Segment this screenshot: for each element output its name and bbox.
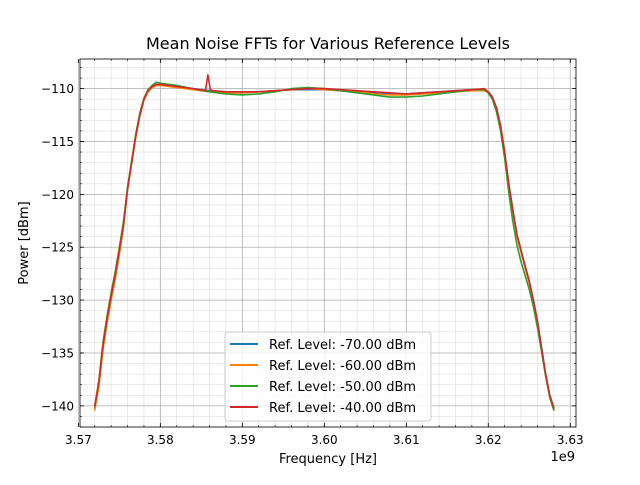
legend: Ref. Level: -70.00 dBm Ref. Level: -60.0… (224, 331, 432, 422)
y-axis-label: Power [dBm] (17, 201, 32, 284)
x-tick-label: 3.61 (393, 433, 420, 447)
axis-ticks (77, 59, 576, 428)
x-tick-label: 3.59 (229, 433, 256, 447)
legend-label-ref-70: Ref. Level: -70.00 dBm (269, 338, 416, 353)
x-axis-label: Frequency [Hz] (279, 452, 377, 467)
y-tick-label: −125 (41, 241, 74, 255)
y-tick-label: −135 (41, 346, 74, 360)
chart-title: Mean Noise FFTs for Various Reference Le… (146, 34, 510, 53)
plot-frame (79, 58, 577, 428)
legend-label-ref-40: Ref. Level: -40.00 dBm (269, 401, 416, 416)
x-tick-label: 3.60 (311, 433, 338, 447)
x-offset-label: 1e9 (550, 450, 575, 465)
y-tick-label: −115 (41, 135, 74, 149)
y-tick-label: −140 (41, 399, 74, 413)
series-line-4 (93, 74, 555, 409)
x-tick-label: 3.62 (475, 433, 502, 447)
y-tick-label: −110 (41, 82, 74, 96)
x-tick-label: 3.57 (65, 433, 92, 447)
legend-label-ref-50: Ref. Level: -50.00 dBm (269, 380, 416, 395)
y-tick-label: −130 (41, 294, 74, 308)
y-tick-label: −120 (41, 188, 74, 202)
legend-label-ref-60: Ref. Level: -60.00 dBm (269, 359, 416, 374)
legend-box (224, 331, 432, 422)
series-layer (93, 74, 555, 411)
x-tick-label: 3.58 (147, 433, 174, 447)
tick-labels: 3.57 3.58 3.59 3.60 3.61 3.62 3.63 −110 −115 −120… (41, 82, 584, 447)
x-tick-label: 3.63 (557, 433, 584, 447)
